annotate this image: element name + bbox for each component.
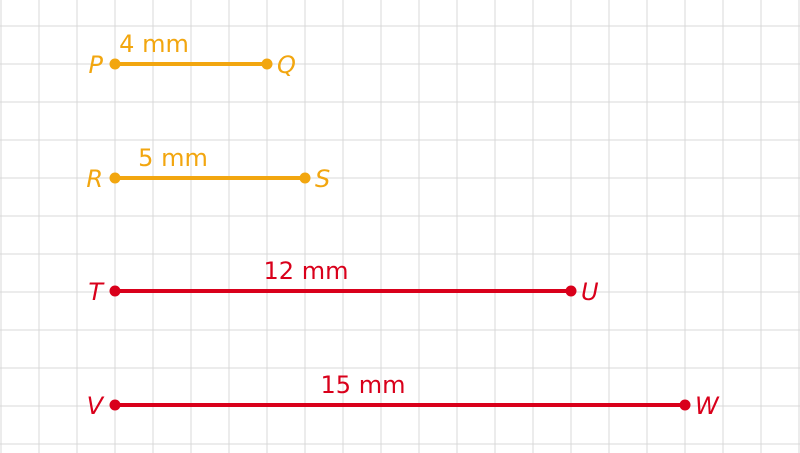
point-u-dot <box>565 285 577 297</box>
segment-pq-length-label: 4 mm <box>119 30 189 58</box>
point-p-dot <box>109 58 121 70</box>
point-w-label: W <box>695 392 720 420</box>
segment-tu: T U 12 mm <box>88 257 599 306</box>
segment-vw: V W 15 mm <box>87 371 720 420</box>
point-v-label: V <box>87 392 105 420</box>
point-q-dot <box>261 58 273 70</box>
point-r-label: R <box>86 165 103 193</box>
point-q-label: Q <box>277 51 296 79</box>
segment-vw-length-label: 15 mm <box>321 371 406 399</box>
segment-pq: P Q 4 mm <box>89 30 296 79</box>
point-t-label: T <box>88 278 105 306</box>
point-r-dot <box>109 172 121 184</box>
point-v-dot <box>109 399 121 411</box>
point-t-dot <box>109 285 121 297</box>
point-p-label: P <box>89 51 104 79</box>
point-u-label: U <box>581 278 599 306</box>
segment-rs-length-label: 5 mm <box>138 144 208 172</box>
point-s-label: S <box>315 165 330 193</box>
segment-tu-length-label: 12 mm <box>264 257 349 285</box>
point-w-dot <box>679 399 691 411</box>
point-s-dot <box>299 172 311 184</box>
segment-rs: R S 5 mm <box>86 144 330 193</box>
